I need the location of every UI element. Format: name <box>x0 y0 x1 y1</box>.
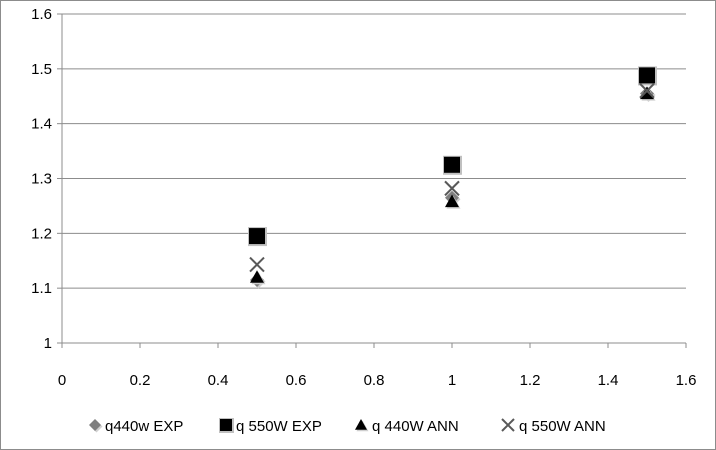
data-point <box>639 67 655 84</box>
legend-item: q 550W EXP <box>219 418 322 435</box>
x-tick-label: 0.4 <box>208 372 229 389</box>
data-point <box>639 83 655 99</box>
x-tick-label: 0 <box>58 372 66 389</box>
data-point <box>445 194 459 208</box>
x-tick-label: 0.8 <box>364 372 385 389</box>
y-tick-label: 1.5 <box>31 61 52 78</box>
x-tick-label: 1.2 <box>520 372 541 389</box>
y-tick-label: 1.4 <box>31 116 52 133</box>
data-point-stroke <box>639 83 655 99</box>
data-point <box>640 86 654 100</box>
y-tick-label: 1.6 <box>31 6 52 23</box>
legend-marker <box>355 419 367 430</box>
x-tick-label: 1.6 <box>676 372 697 389</box>
y-tick-label: 1 <box>44 335 52 352</box>
legend-label: q 440W ANN <box>372 418 459 435</box>
legend-label: q440w EXP <box>105 418 183 435</box>
series-3 <box>250 86 656 285</box>
legend-marker <box>220 419 232 431</box>
legend-marker <box>501 418 515 432</box>
x-tick-label: 0.6 <box>286 372 307 389</box>
y-tick-label: 1.1 <box>31 280 52 297</box>
data-point-stroke <box>444 180 460 197</box>
legend-label: q 550W EXP <box>236 418 322 435</box>
data-point <box>250 270 264 283</box>
legend: q440w EXP q 550W EXP q 440W ANN q 550W ANN <box>89 418 606 435</box>
data-point <box>444 156 460 173</box>
x-tick-label: 0.2 <box>130 372 151 389</box>
x-tick-label: 1.4 <box>598 372 619 389</box>
series-2 <box>248 66 657 247</box>
x-tick-label: 1 <box>448 372 456 389</box>
legend-item: q440w EXP <box>89 418 183 435</box>
data-point-stroke <box>249 256 265 273</box>
data-point <box>444 180 460 197</box>
legend-item: q 440W ANN <box>355 418 459 435</box>
data-point <box>249 228 265 245</box>
series-4 <box>249 83 655 273</box>
legend-marker-stroke <box>501 418 515 432</box>
data-point <box>249 256 265 273</box>
legend-label: q 550W ANN <box>519 418 606 435</box>
legend-marker <box>89 419 101 431</box>
y-tick-label: 1.2 <box>31 225 52 242</box>
legend-item: q 550W ANN <box>501 418 606 435</box>
y-tick-label: 1.3 <box>31 171 52 188</box>
